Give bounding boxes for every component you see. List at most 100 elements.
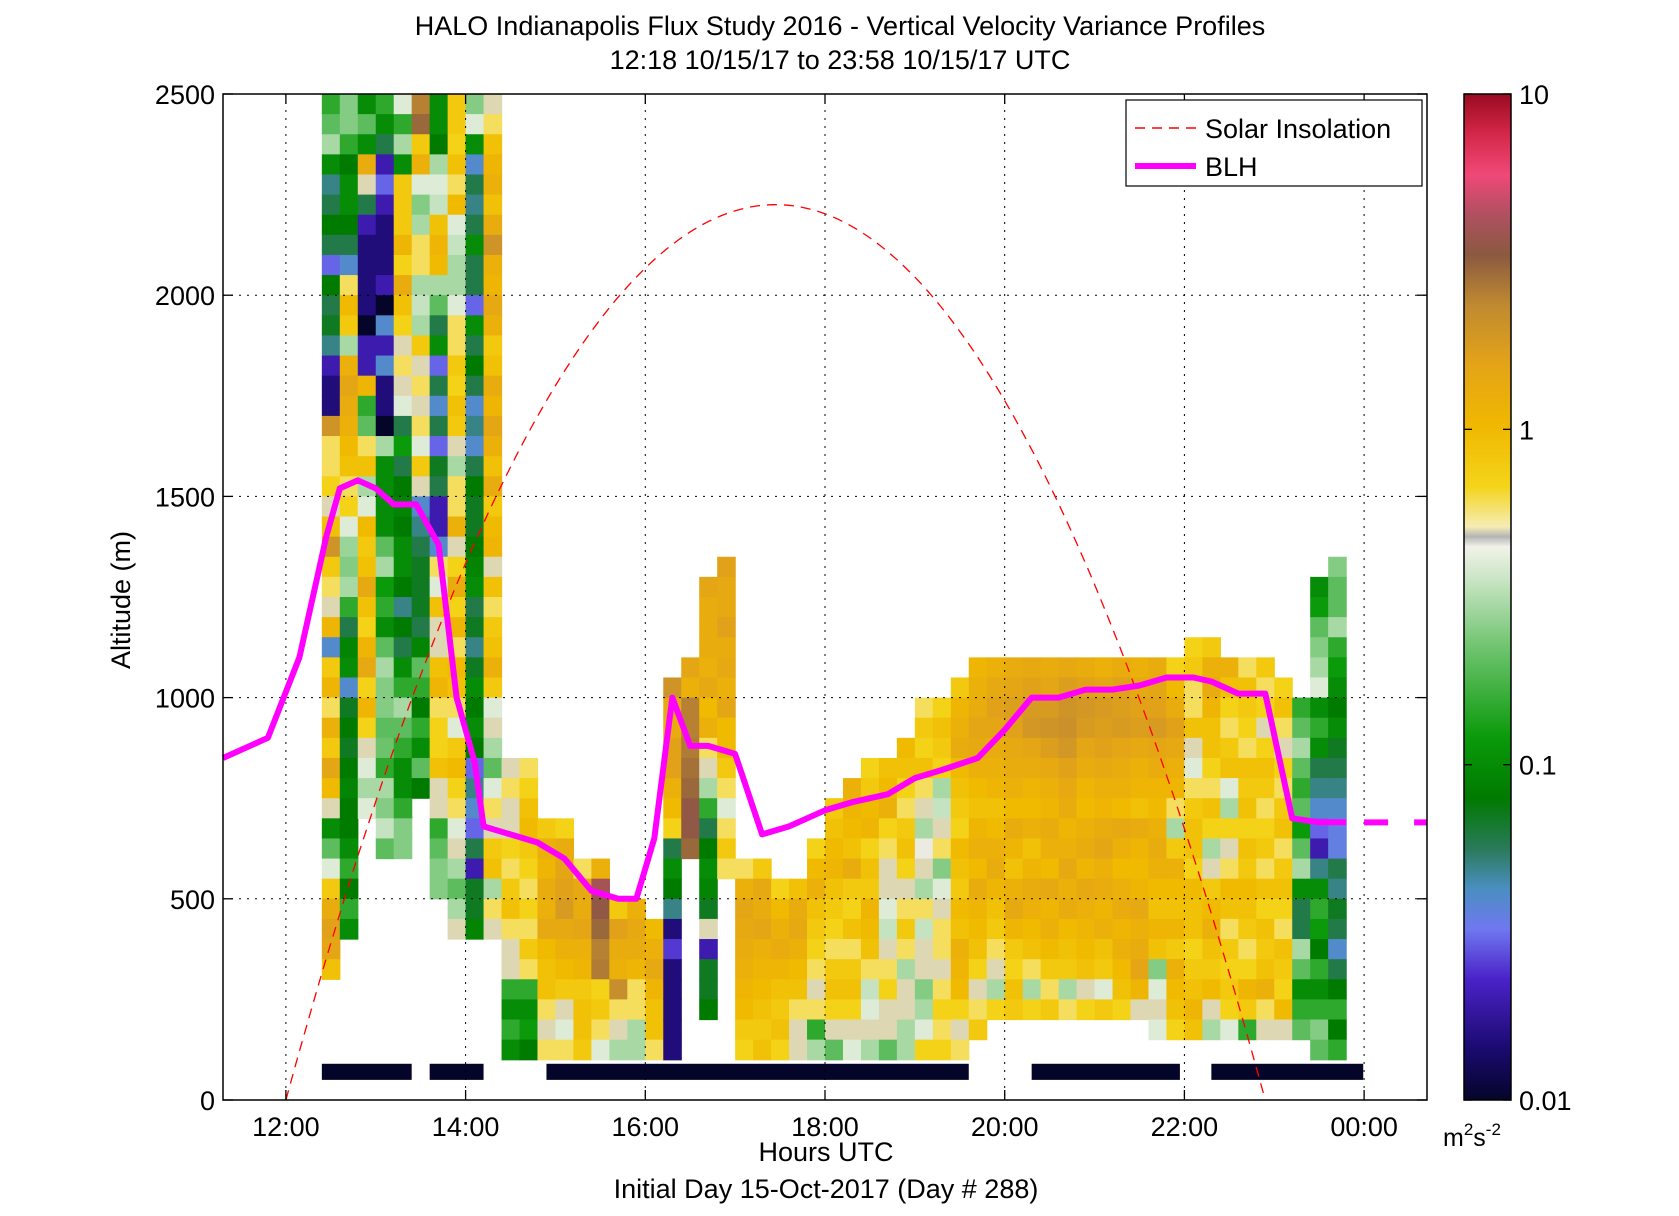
grid-layer (223, 94, 1427, 1100)
heatmap-cell (555, 979, 575, 1000)
heatmap-cell (1184, 757, 1203, 779)
heatmap-cell (1112, 798, 1132, 819)
heatmap-cell (357, 295, 377, 316)
heatmap-cell (645, 939, 664, 960)
solar-layer (285, 204, 1266, 1101)
heatmap-cell (699, 898, 718, 920)
heatmap-cell (968, 999, 988, 1021)
heatmap-cell (375, 254, 395, 276)
heatmap-cell (896, 979, 916, 1000)
heatmap-cell (1238, 757, 1257, 779)
heatmap-cell (519, 818, 539, 840)
heatmap-cell (339, 838, 359, 860)
heatmap-cell (1274, 838, 1293, 860)
heatmap-cell (501, 858, 521, 880)
heatmap-cell (339, 335, 359, 357)
heatmap-cell (860, 898, 880, 920)
heatmap-cell (357, 134, 377, 155)
heatmap-cell (429, 174, 449, 196)
heatmap-cell (753, 999, 772, 1021)
heatmap-cell (447, 737, 467, 759)
heatmap-cell (1094, 778, 1114, 799)
heatmap-cell (393, 757, 413, 779)
heatmap-cell (914, 818, 934, 840)
heatmap-cell (825, 918, 844, 940)
blh-line (221, 477, 1347, 902)
heatmap-cell (1040, 898, 1060, 920)
heatmap-cell (681, 838, 700, 860)
heatmap-cell (483, 918, 503, 940)
heatmap-cell (627, 959, 646, 980)
heatmap-cell (1292, 858, 1311, 880)
heatmap-cell (375, 174, 395, 196)
heatmap-cell (429, 737, 449, 759)
heatmap-cell (483, 597, 503, 618)
heatmap-cell (357, 536, 377, 558)
heatmap-cell (1166, 898, 1185, 920)
heatmap-cell (896, 818, 916, 840)
heatmap-cell (699, 999, 718, 1021)
heatmap-cell (699, 918, 718, 940)
heatmap-cell (1022, 737, 1042, 759)
heatmap-cell (860, 999, 880, 1021)
heatmap-cell (1292, 798, 1311, 819)
heatmap-cell (411, 335, 431, 357)
heatmap-cell (1166, 798, 1185, 819)
heatmap-cell (393, 134, 413, 155)
heatmap-cell (465, 878, 485, 900)
heatmap-cell (429, 94, 449, 115)
heatmap-cell (1202, 858, 1221, 880)
heatmap-cell (357, 355, 377, 377)
colorbar: 0.01 0.1 1 10 m2s-2 (1443, 80, 1572, 1152)
x-tick-label: 12:00 (252, 1112, 320, 1142)
heatmap-cell (825, 878, 844, 900)
heatmap-cell (501, 898, 521, 920)
heatmap-cell (519, 918, 539, 940)
heatmap-cell (663, 939, 682, 960)
heatmap-cell (321, 597, 341, 618)
heatmap-cell (339, 174, 359, 196)
heatmap-cell (1040, 959, 1060, 980)
heatmap-cell (483, 778, 503, 799)
heatmap-cell (1076, 657, 1096, 679)
heatmap-cell (663, 979, 682, 1000)
heatmap-cell (1058, 737, 1078, 759)
heatmap-cell (411, 174, 431, 196)
heatmap-cell (1148, 798, 1168, 819)
heatmap-cell (825, 898, 844, 920)
heatmap-cell (573, 999, 592, 1021)
heatmap-cell (339, 536, 359, 558)
heatmap-cell (537, 898, 557, 920)
heatmap-cell (1292, 959, 1311, 980)
heatmap-cell (1184, 657, 1203, 679)
heatmap-cell (465, 717, 485, 739)
heatmap-cell (735, 999, 754, 1021)
y-tick-label: 2000 (155, 281, 215, 311)
heatmap-cell (1112, 878, 1132, 900)
heatmap-cell (1166, 697, 1185, 719)
heatmap-cell (555, 1019, 575, 1041)
heatmap-cell (339, 597, 359, 618)
heatmap-cell (339, 496, 359, 518)
heatmap-cell (321, 737, 341, 759)
heatmap-cell (789, 878, 808, 900)
heatmap-cell (1004, 778, 1024, 799)
heatmap-cell (393, 436, 413, 457)
heatmap-cell (950, 979, 970, 1000)
heatmap-cell (1184, 878, 1203, 900)
heatmap-cell (393, 838, 413, 860)
heatmap-cell (609, 898, 628, 920)
heatmap-cell (465, 918, 485, 940)
heatmap-cell (1040, 858, 1060, 880)
heatmap-cell (609, 959, 628, 980)
heatmap-cell (932, 959, 952, 980)
heatmap-cell (663, 858, 682, 880)
heatmap-cell (717, 677, 736, 699)
heatmap-cell (447, 597, 467, 618)
heatmap-cell (932, 878, 952, 900)
heatmap-cell (717, 576, 736, 598)
heatmap-cell (555, 939, 575, 960)
heatmap-cell (699, 597, 718, 618)
heatmap-cell (717, 657, 736, 679)
heatmap-cell (1310, 878, 1329, 900)
